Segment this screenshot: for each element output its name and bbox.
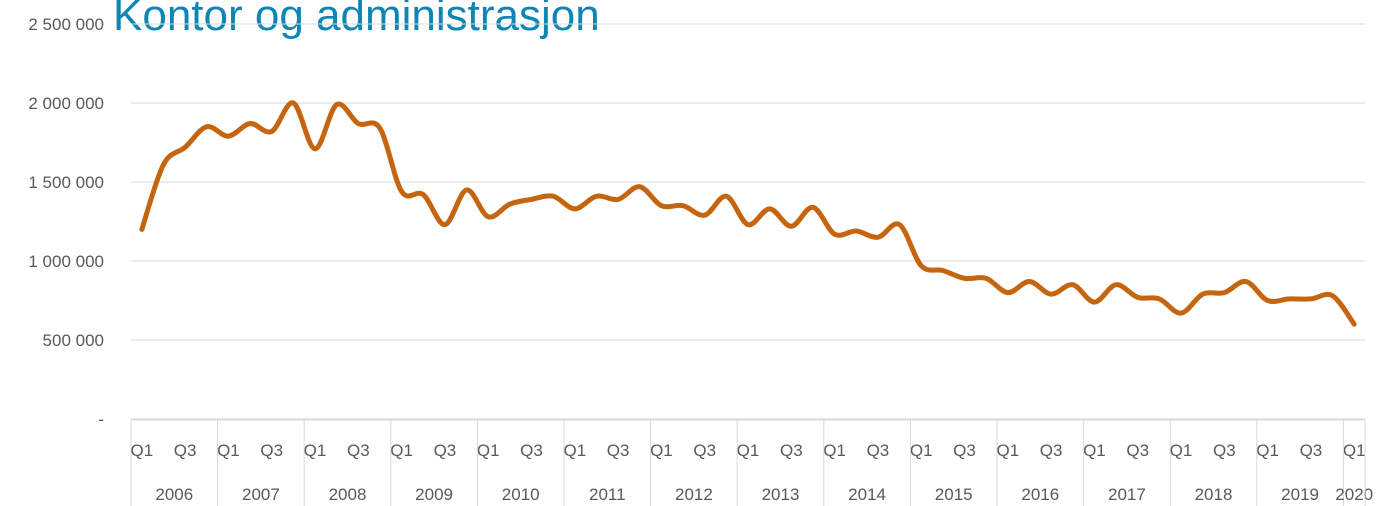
year-label: 2017: [1108, 485, 1146, 504]
x-tick-label: Q3: [607, 441, 630, 460]
x-tick-label: Q1: [1256, 441, 1279, 460]
year-label: 2010: [502, 485, 540, 504]
year-label: 2015: [935, 485, 973, 504]
y-tick-label: 500 000: [43, 331, 104, 350]
x-tick-label: Q1: [390, 441, 413, 460]
x-tick-label: Q1: [1083, 441, 1106, 460]
x-tick-label: Q3: [260, 441, 283, 460]
year-label: 2019: [1281, 485, 1319, 504]
x-tick-label: Q3: [347, 441, 370, 460]
year-label: 2009: [415, 485, 453, 504]
x-tick-label: Q3: [1126, 441, 1149, 460]
y-tick-label: 1 500 000: [28, 173, 104, 192]
x-tick-label: Q1: [304, 441, 327, 460]
year-label: 2006: [155, 485, 193, 504]
x-tick-label: Q1: [737, 441, 760, 460]
x-tick-label: Q3: [1300, 441, 1323, 460]
year-label: 2007: [242, 485, 280, 504]
x-tick-label: Q1: [1170, 441, 1193, 460]
year-label: 2008: [329, 485, 367, 504]
x-tick-label: Q1: [823, 441, 846, 460]
chart-title: Kontor og administrasjon: [113, 0, 600, 40]
year-label: 2013: [762, 485, 800, 504]
x-tick-label: Q1: [650, 441, 673, 460]
x-tick-label: Q1: [130, 441, 153, 460]
x-tick-label: Q3: [174, 441, 197, 460]
x-tick-label: Q1: [996, 441, 1019, 460]
x-tick-label: Q3: [693, 441, 716, 460]
x-tick-label: Q1: [910, 441, 933, 460]
x-tick-label: Q1: [563, 441, 586, 460]
x-tick-label: Q3: [1040, 441, 1063, 460]
year-label: 2014: [848, 485, 886, 504]
line-series: [139, 100, 1357, 327]
year-label: 2020: [1335, 485, 1373, 504]
x-tick-label: Q3: [1213, 441, 1236, 460]
y-tick-label: -: [98, 410, 104, 429]
y-tick-label: 1 000 000: [28, 252, 104, 271]
year-label: 2016: [1021, 485, 1059, 504]
y-tick-label: 2 500 000: [28, 15, 104, 34]
y-tick-label: 2 000 000: [28, 94, 104, 113]
x-tick-label: Q3: [434, 441, 457, 460]
x-tick-label: Q1: [1343, 441, 1366, 460]
year-label: 2012: [675, 485, 713, 504]
x-tick-label: Q3: [953, 441, 976, 460]
year-label: 2018: [1195, 485, 1233, 504]
x-tick-label: Q3: [520, 441, 543, 460]
x-tick-label: Q3: [867, 441, 890, 460]
year-label: 2011: [589, 485, 626, 504]
x-tick-label: Q3: [780, 441, 803, 460]
x-tick-label: Q1: [217, 441, 240, 460]
x-tick-label: Q1: [477, 441, 500, 460]
